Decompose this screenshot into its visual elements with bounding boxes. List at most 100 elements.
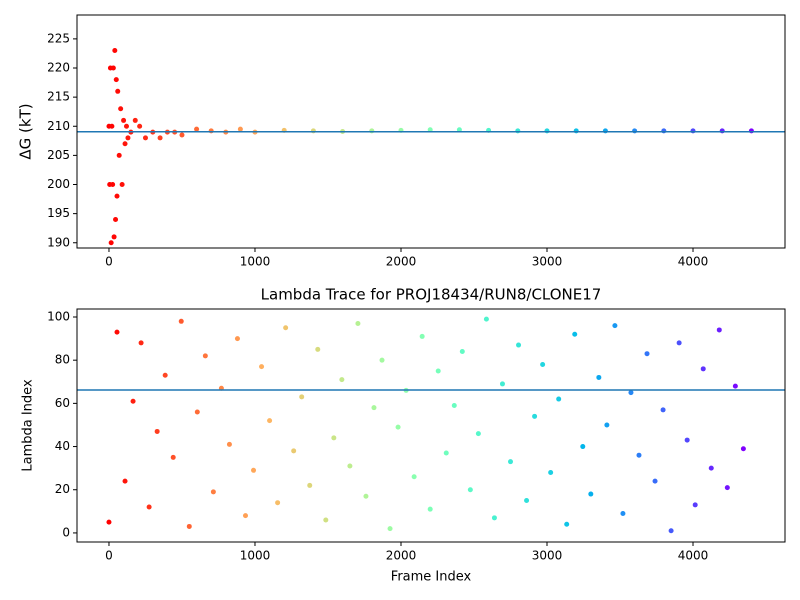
- point: [620, 510, 626, 516]
- point: [110, 65, 116, 71]
- point: [111, 234, 117, 240]
- point: [443, 450, 449, 456]
- point: [419, 333, 425, 339]
- point: [178, 318, 184, 324]
- point: [540, 361, 546, 367]
- x-tick-label: 4000: [678, 549, 709, 563]
- point: [347, 463, 353, 469]
- point: [459, 349, 465, 355]
- point: [267, 418, 273, 424]
- point: [475, 431, 481, 437]
- point: [573, 128, 579, 134]
- point: [106, 519, 112, 525]
- point: [138, 340, 144, 346]
- point: [668, 528, 674, 534]
- point: [499, 381, 505, 387]
- point: [242, 513, 248, 519]
- point: [740, 446, 746, 452]
- point: [748, 128, 754, 134]
- y-tick-label: 205: [47, 148, 70, 162]
- y-axis-label: Lambda Index: [21, 379, 36, 472]
- y-tick-label: 190: [47, 235, 70, 249]
- point: [275, 500, 281, 506]
- y-tick-label: 60: [55, 396, 70, 410]
- y-tick-label: 100: [47, 309, 70, 323]
- point: [724, 485, 730, 491]
- point: [116, 152, 122, 158]
- point: [363, 493, 369, 499]
- point: [580, 444, 586, 450]
- point: [451, 403, 457, 409]
- point: [315, 346, 321, 352]
- point: [628, 390, 634, 396]
- point: [588, 491, 594, 497]
- point: [121, 117, 127, 123]
- point: [186, 523, 192, 529]
- point: [676, 340, 682, 346]
- point: [644, 351, 650, 357]
- x-tick-label: 1000: [240, 549, 271, 563]
- point: [483, 316, 489, 322]
- y-tick-label: 210: [47, 119, 70, 133]
- point: [661, 128, 667, 134]
- point: [170, 454, 176, 460]
- point: [395, 424, 401, 430]
- point: [114, 329, 120, 335]
- point: [110, 182, 116, 188]
- point: [118, 106, 124, 112]
- point: [108, 240, 114, 246]
- point: [119, 182, 125, 188]
- y-tick-label: 220: [47, 61, 70, 75]
- point: [369, 128, 375, 134]
- x-tick-label: 2000: [386, 255, 417, 269]
- point: [157, 135, 163, 141]
- point: [251, 467, 257, 473]
- point: [515, 128, 521, 134]
- point: [700, 366, 706, 372]
- point: [690, 128, 696, 134]
- point: [632, 128, 638, 134]
- point: [122, 141, 128, 147]
- point: [226, 441, 232, 447]
- point: [310, 128, 316, 134]
- point: [491, 515, 497, 521]
- y-tick-label: 225: [47, 31, 70, 45]
- y-tick-label: 215: [47, 90, 70, 104]
- point: [652, 478, 658, 484]
- point: [194, 126, 200, 132]
- point: [323, 517, 329, 523]
- point: [162, 372, 168, 378]
- point: [122, 478, 128, 484]
- point: [532, 413, 538, 419]
- point: [179, 132, 185, 138]
- y-tick-label: 80: [55, 353, 70, 367]
- point: [612, 323, 618, 329]
- axes-frame: [76, 308, 786, 543]
- point: [259, 364, 265, 370]
- point: [112, 48, 118, 54]
- point: [234, 336, 240, 342]
- point: [114, 193, 120, 199]
- point: [237, 126, 243, 132]
- point: [283, 325, 289, 331]
- point: [467, 487, 473, 493]
- point: [387, 526, 393, 532]
- y-axis-label: ΔG (kT): [17, 103, 35, 159]
- point: [508, 459, 514, 465]
- point: [208, 128, 214, 134]
- point: [544, 128, 550, 134]
- point: [708, 465, 714, 471]
- y-tick-label: 40: [55, 439, 70, 453]
- point: [719, 128, 725, 134]
- x-tick-label: 1000: [240, 255, 271, 269]
- point: [210, 489, 216, 495]
- point: [202, 353, 208, 359]
- point: [132, 117, 138, 123]
- axes-frame: [76, 14, 786, 249]
- point: [142, 135, 148, 141]
- point: [123, 123, 129, 129]
- point: [130, 398, 136, 404]
- point: [556, 396, 562, 402]
- point: [331, 435, 337, 441]
- x-tick-label: 3000: [532, 549, 563, 563]
